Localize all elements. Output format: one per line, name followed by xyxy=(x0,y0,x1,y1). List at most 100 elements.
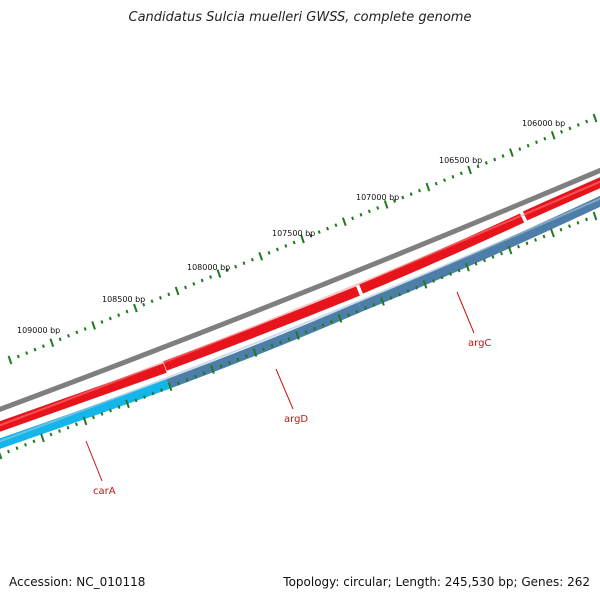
inner-tick xyxy=(40,433,45,443)
outer-tick xyxy=(200,278,204,283)
leader-line-carA xyxy=(85,440,103,482)
inner-tick xyxy=(160,388,163,392)
genome-summary-text: Topology: circular; Length: 245,530 bp; … xyxy=(283,575,590,589)
inner-tick xyxy=(7,449,10,454)
inner-tick xyxy=(125,399,130,409)
inner-tick xyxy=(236,357,240,362)
inner-tick xyxy=(517,244,520,249)
inner-tick xyxy=(177,381,180,386)
outer-tick xyxy=(167,292,171,297)
outer-tick xyxy=(359,212,363,217)
inner-tick xyxy=(252,348,258,357)
outer-tick xyxy=(585,119,589,124)
inner-tick xyxy=(592,211,598,221)
inner-tick xyxy=(82,416,88,426)
inner-tick xyxy=(15,446,19,451)
forward-cds-3[interactable] xyxy=(359,213,525,294)
inner-tick xyxy=(337,314,343,323)
outer-tick xyxy=(401,195,405,200)
outer-tick xyxy=(258,251,264,261)
inner-tick xyxy=(415,285,418,290)
bp-label-109000: 109000 bp xyxy=(17,326,60,335)
forward-cds-4[interactable] xyxy=(522,174,600,221)
leader-line-argC xyxy=(456,291,475,334)
outer-tick xyxy=(418,188,421,193)
outer-tick xyxy=(543,136,547,141)
outer-tick xyxy=(33,347,37,352)
outer-tick xyxy=(117,313,121,317)
inner-tick xyxy=(304,330,308,334)
outer-tick xyxy=(174,286,180,296)
outer-tick xyxy=(467,165,472,175)
inner-tick xyxy=(406,289,410,293)
reverse-cds-carA[interactable] xyxy=(0,379,170,449)
inner-tick xyxy=(355,309,359,314)
inner-tick xyxy=(474,261,478,266)
outer-tick xyxy=(49,338,55,348)
inner-tick xyxy=(109,408,112,413)
outer-tick xyxy=(41,344,45,349)
inner-tick xyxy=(117,405,121,410)
inner-tick xyxy=(24,442,27,447)
outer-tick xyxy=(409,192,413,196)
inner-tick xyxy=(262,347,265,352)
forward-cds-2[interactable] xyxy=(163,286,360,371)
bp-label-108500: 108500 bp xyxy=(102,295,145,304)
forward-cds-1[interactable] xyxy=(0,363,167,432)
leader-line-argD xyxy=(275,368,294,410)
inner-tick xyxy=(525,241,529,246)
inner-tick xyxy=(389,296,393,300)
outer-tick xyxy=(91,321,96,330)
outer-tick xyxy=(341,217,347,227)
outer-tick xyxy=(25,351,29,355)
outer-tick xyxy=(326,226,330,231)
outer-tick xyxy=(568,126,572,131)
gene-label-argC[interactable]: argC xyxy=(468,338,491,349)
inner-tick xyxy=(500,251,503,256)
outer-tick xyxy=(16,354,20,359)
reverse-cds-argD[interactable] xyxy=(166,302,362,389)
outer-tick xyxy=(216,269,222,278)
outer-tick xyxy=(83,327,87,331)
inner-tick xyxy=(491,255,495,259)
inner-tick xyxy=(313,326,316,331)
gene-label-argD[interactable]: argD xyxy=(284,414,308,425)
inner-tick xyxy=(576,220,580,225)
inner-tick xyxy=(185,378,189,382)
outer-tick xyxy=(250,257,254,262)
inner-tick-ring xyxy=(0,211,598,460)
inner-tick xyxy=(32,439,36,444)
inner-tick xyxy=(151,391,155,396)
outer-tick xyxy=(443,178,447,183)
outer-tick xyxy=(108,316,112,321)
inner-tick xyxy=(347,313,350,317)
inner-tick xyxy=(270,343,274,348)
inner-tick xyxy=(58,429,61,433)
inner-tick xyxy=(585,217,588,222)
bp-label-group: 106000 bp 106500 bp 107000 bp 107500 bp … xyxy=(17,119,565,335)
inner-tick xyxy=(559,227,563,232)
outer-tick xyxy=(550,130,556,140)
inner-tick xyxy=(92,415,95,420)
inner-tick xyxy=(457,268,461,273)
outer-tick xyxy=(334,223,338,228)
inner-tick xyxy=(287,337,291,341)
inner-tick xyxy=(321,323,325,328)
outer-tick xyxy=(459,171,463,176)
outer-tick xyxy=(58,337,62,342)
inner-tick xyxy=(432,279,435,283)
reverse-cds-argC[interactable] xyxy=(358,192,600,312)
inner-tick xyxy=(440,275,444,280)
bp-label-108000: 108000 bp xyxy=(187,263,230,272)
outer-tick xyxy=(284,244,288,248)
inner-tick xyxy=(398,292,401,297)
outer-tick xyxy=(476,164,480,169)
gene-label-carA[interactable]: carA xyxy=(93,486,116,497)
outer-tick xyxy=(184,285,187,290)
inner-tick xyxy=(143,395,146,399)
outer-tick xyxy=(383,200,389,209)
outer-tick xyxy=(425,182,431,192)
outer-tick xyxy=(367,209,371,214)
inner-tick xyxy=(568,224,571,229)
